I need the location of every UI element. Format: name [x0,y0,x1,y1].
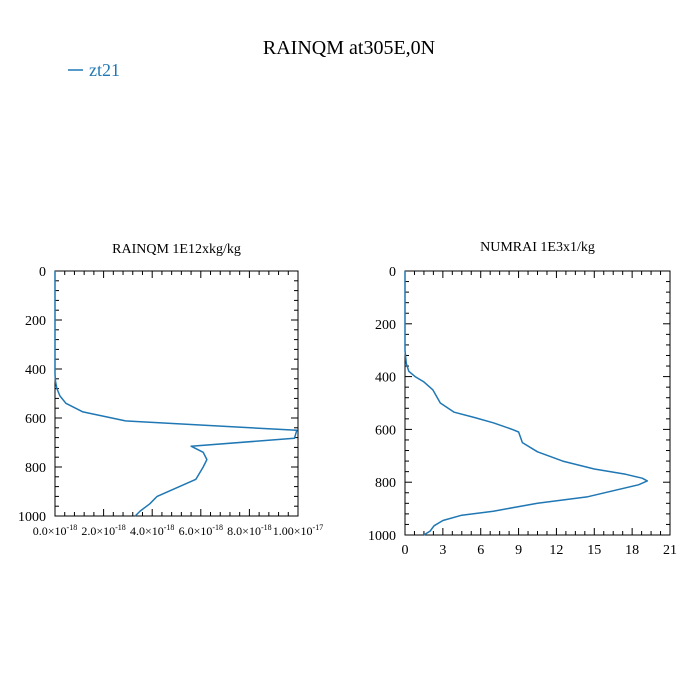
y-tick-label-numrai: 400 [375,371,396,386]
x-tick-label-rainqm: 4.0×10-18 [130,523,174,538]
y-tick-label-numrai: 0 [389,265,396,280]
x-tick-label-numrai: 6 [477,543,484,558]
x-tick-exponent-rainqm: -18 [212,523,223,532]
y-tick-label-numrai: 200 [375,318,396,333]
panel-title-rainqm: RAINQM 1E12xkg/kg [112,242,241,257]
y-tick-label-rainqm: 600 [25,412,46,427]
panel-rainqm: RAINQM 1E12xkg/kg 0.0×10-18 2.0×10-18 4.0×1… [18,242,323,538]
x-tick-label-numrai: 15 [587,543,601,558]
series-line-zt21-numrai [404,271,649,536]
panel-title-numrai: NUMRAI 1E3x1/kg [480,240,595,255]
y-tick-label-numrai: 1000 [368,529,396,544]
series-line-zt21-rainqm [54,271,298,517]
x-tick-label-rainqm: 2.0×10-18 [81,523,125,538]
legend: zt21 [68,60,120,80]
y-tick-label-rainqm: 400 [25,363,46,378]
plot-frame-numrai [404,270,671,536]
y-tick-label-rainqm: 1000 [18,510,46,525]
x-tick-exponent-rainqm: -18 [261,523,272,532]
figure-title: RAINQM at305E,0N [263,37,435,59]
x-tick-exponent-rainqm: -18 [67,523,78,532]
legend-label-zt21: zt21 [89,60,120,80]
panel-numrai: NUMRAI 1E3x1/kg 0 3 6 9 12 15 18 21 0 200 400 600 800… [368,240,677,558]
y-tick-label-numrai: 800 [375,476,396,491]
y-tick-label-rainqm: 200 [25,314,46,329]
x-tick-label-numrai: 3 [439,543,446,558]
x-tick-label-rainqm: 6.0×10-18 [179,523,223,538]
y-tick-label-rainqm: 800 [25,461,46,476]
x-tick-exponent-rainqm: -18 [115,523,126,532]
plot-frame-rainqm [54,270,299,517]
x-tick-label-numrai: 18 [625,543,639,558]
x-tick-exponent-rainqm: -18 [164,523,175,532]
x-tick-label-numrai: 12 [549,543,563,558]
x-tick-label-numrai: 0 [402,543,409,558]
y-tick-label-numrai: 600 [375,423,396,438]
x-tick-label-rainqm: 0.0×10-18 [33,523,77,538]
x-tick-label-numrai: 9 [515,543,522,558]
x-tick-label-numrai: 21 [663,543,677,558]
x-tick-label-rainqm: 1.00×10-17 [273,523,323,538]
x-tick-label-rainqm: 8.0×10-18 [227,523,271,538]
x-tick-exponent-rainqm: -17 [313,523,324,532]
y-tick-label-rainqm: 0 [39,265,46,280]
